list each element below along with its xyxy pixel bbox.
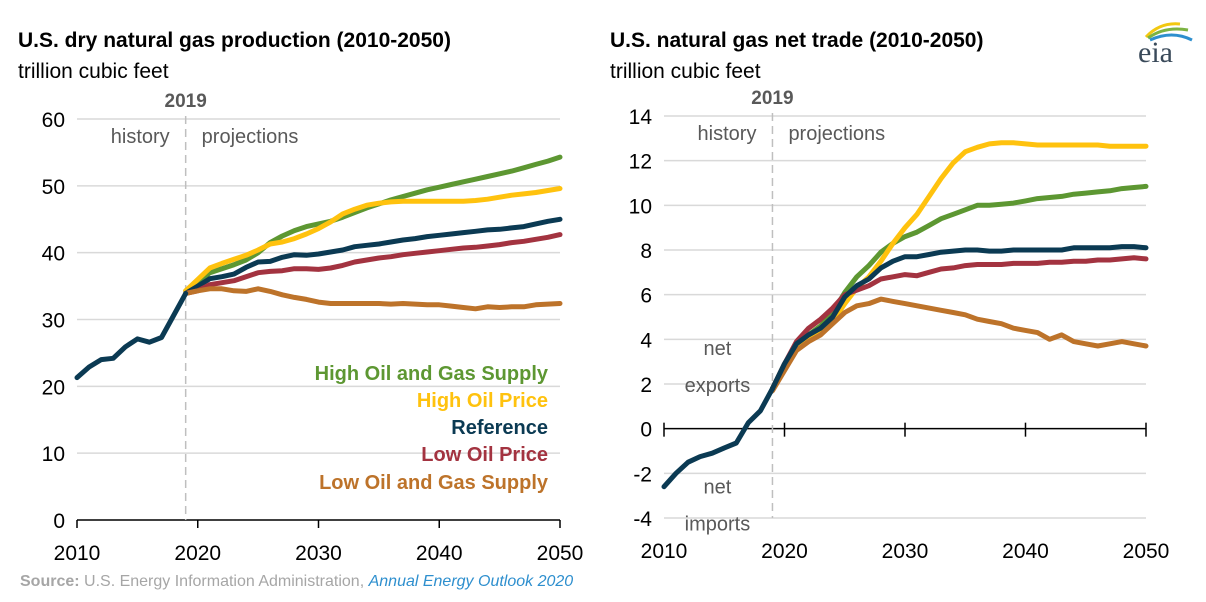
legend-low-oil-price: Low Oil Price xyxy=(421,444,548,466)
series-line-history xyxy=(74,290,189,381)
y-tick-label: -4 xyxy=(633,508,652,531)
history-label: history xyxy=(698,123,757,145)
projections-label: projections xyxy=(788,123,885,145)
net-exports-label-2: exports xyxy=(685,375,751,397)
source-link[interactable]: Annual Energy Outlook 2020 xyxy=(368,573,574,590)
y-tick-label: 40 xyxy=(42,243,65,266)
legend-high-oil-price: High Oil Price xyxy=(417,390,548,412)
y-tick-label: 10 xyxy=(629,195,652,218)
y-tick-label: 30 xyxy=(42,310,65,333)
right-chart-title: U.S. natural gas net trade (2010-2050) xyxy=(610,29,983,52)
projections-label: projections xyxy=(202,126,299,148)
y-tick-label: 0 xyxy=(53,510,65,533)
divider-year-label: 2019 xyxy=(751,88,793,109)
y-tick-label: 6 xyxy=(640,285,652,308)
y-tick-label: 2 xyxy=(640,374,652,397)
y-tick-label: 20 xyxy=(42,376,65,399)
x-tick-label: 2050 xyxy=(537,542,584,565)
x-tick-label: 2050 xyxy=(1123,540,1170,563)
x-tick-label: 2040 xyxy=(1002,540,1049,563)
history-label: history xyxy=(111,126,170,148)
right-chart: -4 -2 0 2 4 6 8 10 12 14 2010 2020 2030 2040 2050 2019 h… xyxy=(629,88,1170,563)
source-text: U.S. Energy Information Administration, xyxy=(80,573,369,590)
net-exports-label-1: net xyxy=(704,338,732,360)
source-note: Source: U.S. Energy Information Administ… xyxy=(20,573,573,590)
logo-text: eia xyxy=(1138,36,1173,69)
x-tick-label: 2030 xyxy=(882,540,929,563)
right-chart-subtitle: trillion cubic feet xyxy=(610,60,761,83)
y-tick-label: 12 xyxy=(629,151,652,174)
series-line-high-oil-price xyxy=(183,186,563,294)
left-chart-title: U.S. dry natural gas production (2010-20… xyxy=(18,29,451,52)
series-line-low-oil-and-gas-supply xyxy=(183,286,563,312)
y-tick-label: -2 xyxy=(633,463,652,486)
legend-reference: Reference xyxy=(451,417,548,439)
series-line-reference xyxy=(183,216,563,296)
source-label: Source: xyxy=(20,573,80,590)
series-line-reference xyxy=(770,244,1149,391)
divider-year-label: 2019 xyxy=(165,91,207,112)
legend-low-oil-gas-supply: Low Oil and Gas Supply xyxy=(319,472,549,494)
y-tick-label: 8 xyxy=(640,240,652,263)
eia-logo: eia xyxy=(1138,22,1193,69)
left-chart-subtitle: trillion cubic feet xyxy=(18,60,169,83)
x-tick-label: 2020 xyxy=(174,542,221,565)
series-line-high-oil-and-gas-supply xyxy=(770,183,1149,391)
series-line-history xyxy=(661,386,775,490)
x-tick-label: 2010 xyxy=(54,542,101,565)
y-tick-label: 0 xyxy=(640,419,652,442)
net-imports-label-1: net xyxy=(704,476,732,498)
x-tick-label: 2040 xyxy=(416,542,463,565)
legend: High Oil and Gas Supply High Oil Price R… xyxy=(315,363,549,494)
series-line-low-oil-price xyxy=(770,255,1149,391)
y-tick-label: 14 xyxy=(629,106,653,129)
x-tick-label: 2020 xyxy=(761,540,808,563)
series-line-low-oil-and-gas-supply xyxy=(770,296,1149,394)
y-tick-label: 50 xyxy=(42,176,65,199)
x-tick-label: 2010 xyxy=(641,540,688,563)
y-tick-label: 10 xyxy=(42,443,65,466)
y-tick-label: 60 xyxy=(42,109,65,132)
y-tick-label: 4 xyxy=(640,329,652,352)
x-tick-label: 2030 xyxy=(295,542,342,565)
series-line-low-oil-price xyxy=(183,232,563,296)
net-imports-label-2: imports xyxy=(685,513,751,535)
legend-high-oil-gas-supply: High Oil and Gas Supply xyxy=(315,363,549,385)
